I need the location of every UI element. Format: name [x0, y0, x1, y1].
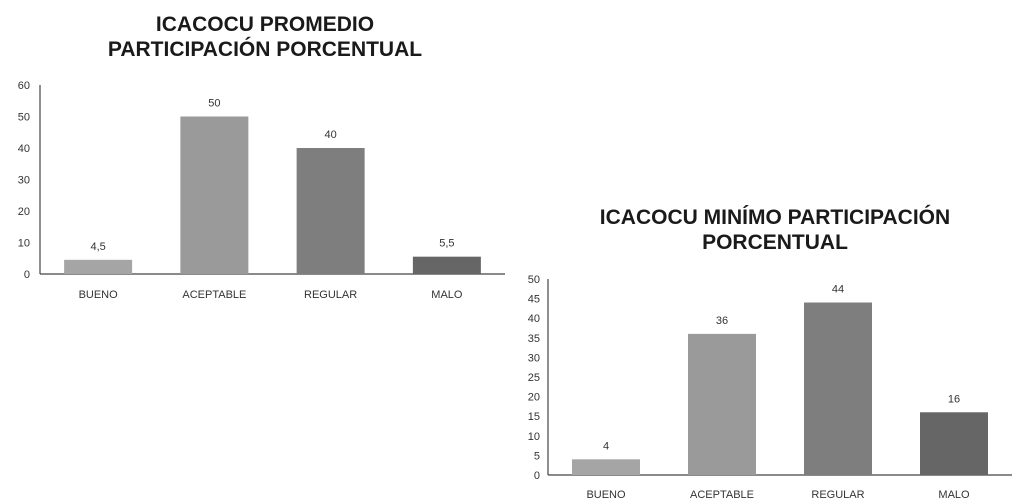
chart-title-line: PARTICIPACIÓN PORCENTUAL — [107, 38, 423, 62]
x-tick-label: BUENO — [79, 289, 119, 301]
y-tick-label: 40 — [18, 143, 30, 155]
y-tick-label: 50 — [18, 112, 30, 124]
y-tick-label: 5 — [534, 450, 540, 462]
y-tick-label: 35 — [528, 333, 540, 345]
bar — [180, 116, 249, 274]
chart-title: ICACOCU PROMEDIO PARTICIPACIÓN PORCENTUA… — [40, 12, 490, 62]
x-tick-label: REGULAR — [811, 489, 864, 501]
y-tick-label: 20 — [528, 392, 540, 404]
x-tick-label: ACEPTABLE — [182, 289, 246, 301]
y-tick-label: 10 — [18, 238, 30, 250]
y-tick-label: 60 — [18, 80, 30, 92]
chart-title-line: PORCENTUAL — [702, 231, 848, 255]
y-tick-label: 25 — [528, 372, 540, 384]
y-tick-label: 45 — [528, 294, 540, 306]
data-label: 5,5 — [439, 238, 454, 250]
x-tick-label: ACEPTABLE — [690, 489, 754, 501]
y-tick-label: 0 — [534, 470, 540, 482]
bar — [688, 333, 756, 475]
y-tick-label: 50 — [528, 274, 540, 286]
y-tick-label: 40 — [528, 313, 540, 325]
data-label: 40 — [325, 129, 337, 141]
bar — [920, 412, 988, 475]
data-label: 50 — [208, 98, 220, 110]
bar — [412, 256, 481, 274]
y-tick-label: 20 — [18, 206, 30, 218]
y-tick-label: 30 — [528, 352, 540, 364]
data-label: 4,5 — [90, 241, 105, 253]
x-tick-label: REGULAR — [304, 289, 357, 301]
chart-title: ICACOCU MINÍMO PARTICIPACIÓN PORCENTUAL — [545, 205, 1005, 255]
chart-title-line: ICACOCU PROMEDIO — [155, 13, 375, 36]
bar — [64, 259, 133, 274]
data-label: 44 — [832, 284, 844, 296]
x-tick-label: MALO — [938, 489, 970, 501]
chart-title-line: ICACOCU MINÍMO PARTICIPACIÓN — [599, 206, 951, 229]
bar — [572, 459, 640, 475]
data-label: 36 — [716, 315, 728, 327]
bar — [804, 302, 872, 475]
data-label: 16 — [948, 393, 960, 405]
x-tick-label: BUENO — [586, 489, 626, 501]
y-tick-label: 30 — [18, 175, 30, 187]
x-tick-label: MALO — [431, 289, 463, 301]
data-label: 4 — [603, 440, 609, 452]
y-tick-label: 15 — [528, 411, 540, 423]
y-tick-label: 0 — [24, 269, 30, 281]
bar — [296, 148, 365, 274]
y-tick-label: 10 — [528, 431, 540, 443]
